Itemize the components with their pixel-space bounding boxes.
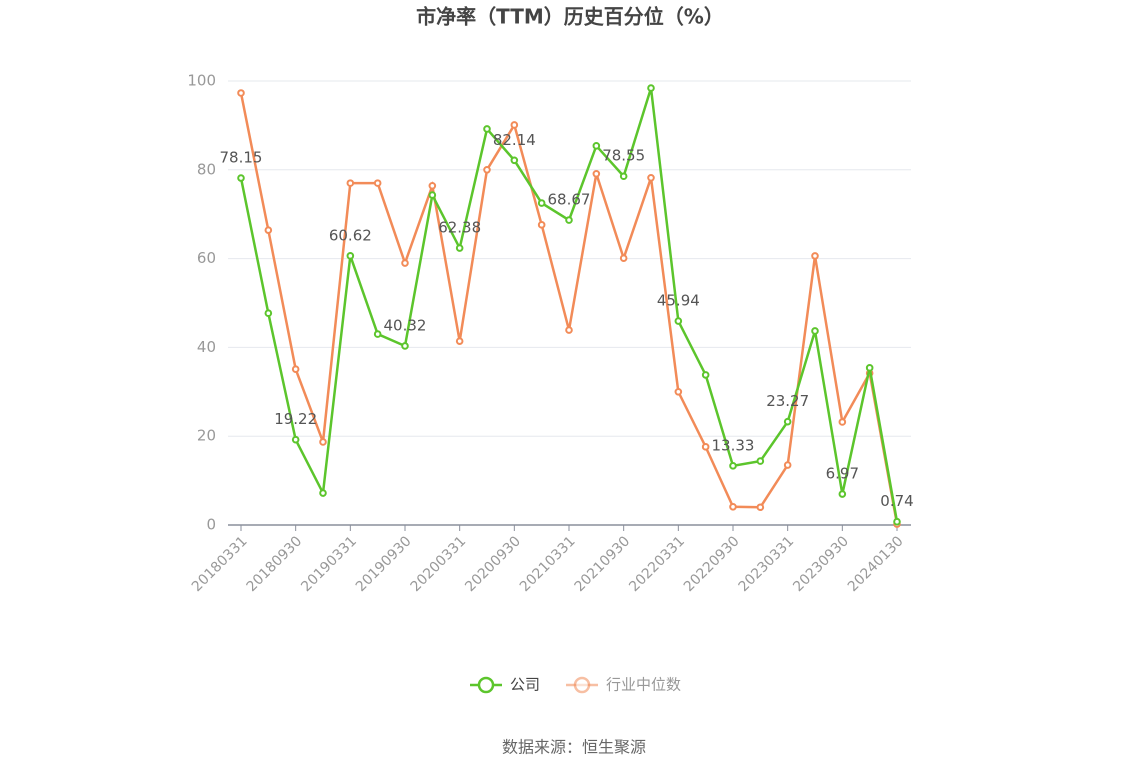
point bbox=[893, 517, 901, 526]
legend-label: 公司 bbox=[510, 676, 540, 694]
x-tick-label: 20180331 bbox=[189, 533, 251, 595]
x-tick-label: 20200331 bbox=[408, 533, 470, 595]
x-tick-label: 20230930 bbox=[790, 533, 852, 595]
data-label: 82.14 bbox=[493, 131, 536, 149]
y-tick-label: 60 bbox=[197, 249, 216, 267]
point bbox=[510, 156, 519, 165]
legend-marker bbox=[477, 676, 495, 694]
point bbox=[237, 174, 245, 182]
point bbox=[674, 317, 683, 325]
x-tick-label: 20200930 bbox=[462, 533, 524, 595]
point bbox=[483, 125, 491, 133]
point bbox=[674, 388, 683, 396]
point bbox=[428, 191, 437, 199]
point bbox=[264, 309, 273, 318]
x-tick-label: 20230331 bbox=[736, 533, 798, 595]
point bbox=[729, 462, 737, 470]
chart-title: 市净率（TTM）历史百分位（%） bbox=[416, 5, 724, 29]
point bbox=[483, 166, 491, 174]
point bbox=[592, 169, 601, 178]
point bbox=[319, 489, 327, 497]
point bbox=[783, 417, 792, 426]
point bbox=[565, 216, 573, 224]
point bbox=[619, 172, 628, 181]
legend-label: 行业中位数 bbox=[606, 676, 681, 694]
point bbox=[565, 326, 573, 334]
x-tick-label: 20190331 bbox=[298, 533, 360, 595]
data-label: 78.15 bbox=[220, 149, 263, 167]
point bbox=[319, 438, 327, 446]
y-tick-label: 0 bbox=[206, 516, 216, 534]
point bbox=[701, 443, 710, 451]
point bbox=[428, 181, 437, 190]
legend-marker bbox=[573, 676, 591, 694]
point bbox=[291, 365, 300, 373]
y-tick-label: 100 bbox=[187, 72, 216, 90]
point bbox=[865, 364, 874, 372]
x-tick-label: 20190930 bbox=[353, 533, 415, 595]
point bbox=[237, 89, 245, 97]
x-tick-label: 20240130 bbox=[845, 533, 907, 595]
data-label: 13.33 bbox=[712, 436, 755, 454]
point bbox=[729, 502, 737, 511]
point bbox=[701, 371, 710, 379]
point bbox=[291, 435, 300, 444]
point bbox=[647, 84, 655, 92]
x-tick-label: 20180930 bbox=[244, 533, 306, 595]
point bbox=[346, 179, 355, 187]
point bbox=[647, 173, 655, 182]
data-label: 40.32 bbox=[384, 316, 427, 334]
point bbox=[811, 327, 819, 335]
point bbox=[537, 199, 546, 207]
y-tick-label: 40 bbox=[197, 338, 216, 356]
series-line bbox=[239, 87, 899, 522]
point bbox=[811, 252, 819, 260]
point bbox=[510, 121, 519, 129]
source: 数据来源：恒生聚源 bbox=[502, 738, 646, 757]
point bbox=[592, 142, 601, 150]
point bbox=[455, 244, 464, 252]
point bbox=[838, 418, 847, 426]
y-tick-label: 20 bbox=[197, 427, 216, 445]
data-label: 62.38 bbox=[438, 219, 481, 237]
point bbox=[756, 457, 765, 465]
series-line bbox=[239, 92, 899, 525]
data-label: 60.62 bbox=[329, 226, 372, 244]
point bbox=[756, 503, 765, 512]
data-label: 19.22 bbox=[274, 410, 317, 428]
point bbox=[346, 252, 355, 260]
data-label: 23.27 bbox=[766, 392, 809, 410]
point bbox=[401, 342, 409, 350]
x-tick-label: 20210930 bbox=[572, 533, 634, 595]
point bbox=[783, 461, 792, 469]
x-tick-label: 20220930 bbox=[681, 533, 743, 595]
point bbox=[373, 330, 382, 338]
x-tick-label: 20220331 bbox=[626, 533, 688, 595]
point bbox=[373, 179, 382, 187]
point bbox=[537, 221, 546, 229]
data-label: 6.97 bbox=[826, 465, 859, 483]
data-label: 45.94 bbox=[657, 292, 700, 310]
point bbox=[455, 337, 464, 345]
point bbox=[401, 259, 409, 267]
x-tick-label: 20210331 bbox=[517, 533, 579, 595]
data-label: 78.55 bbox=[602, 147, 645, 165]
point bbox=[838, 490, 847, 498]
point bbox=[264, 226, 273, 234]
point bbox=[619, 254, 628, 262]
y-tick-label: 80 bbox=[197, 160, 216, 178]
data-label: 68.67 bbox=[548, 191, 591, 209]
data-label: 0.74 bbox=[880, 492, 913, 510]
